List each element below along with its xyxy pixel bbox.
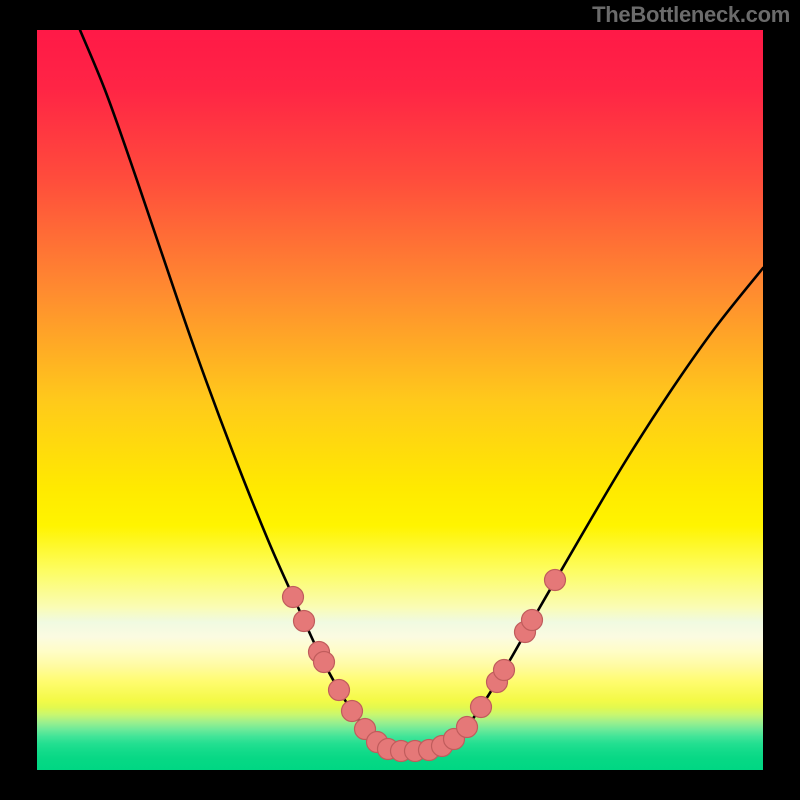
data-marker [294,611,315,632]
bottleneck-chart [0,0,800,800]
data-marker [494,660,515,681]
chart-container: TheBottleneck.com [0,0,800,800]
data-marker [283,587,304,608]
data-marker [545,570,566,591]
data-marker [314,652,335,673]
watermark-text: TheBottleneck.com [592,2,790,28]
data-marker [457,717,478,738]
data-marker [471,697,492,718]
data-marker [522,610,543,631]
data-marker [329,680,350,701]
data-marker [342,701,363,722]
chart-gradient-background [37,30,763,770]
